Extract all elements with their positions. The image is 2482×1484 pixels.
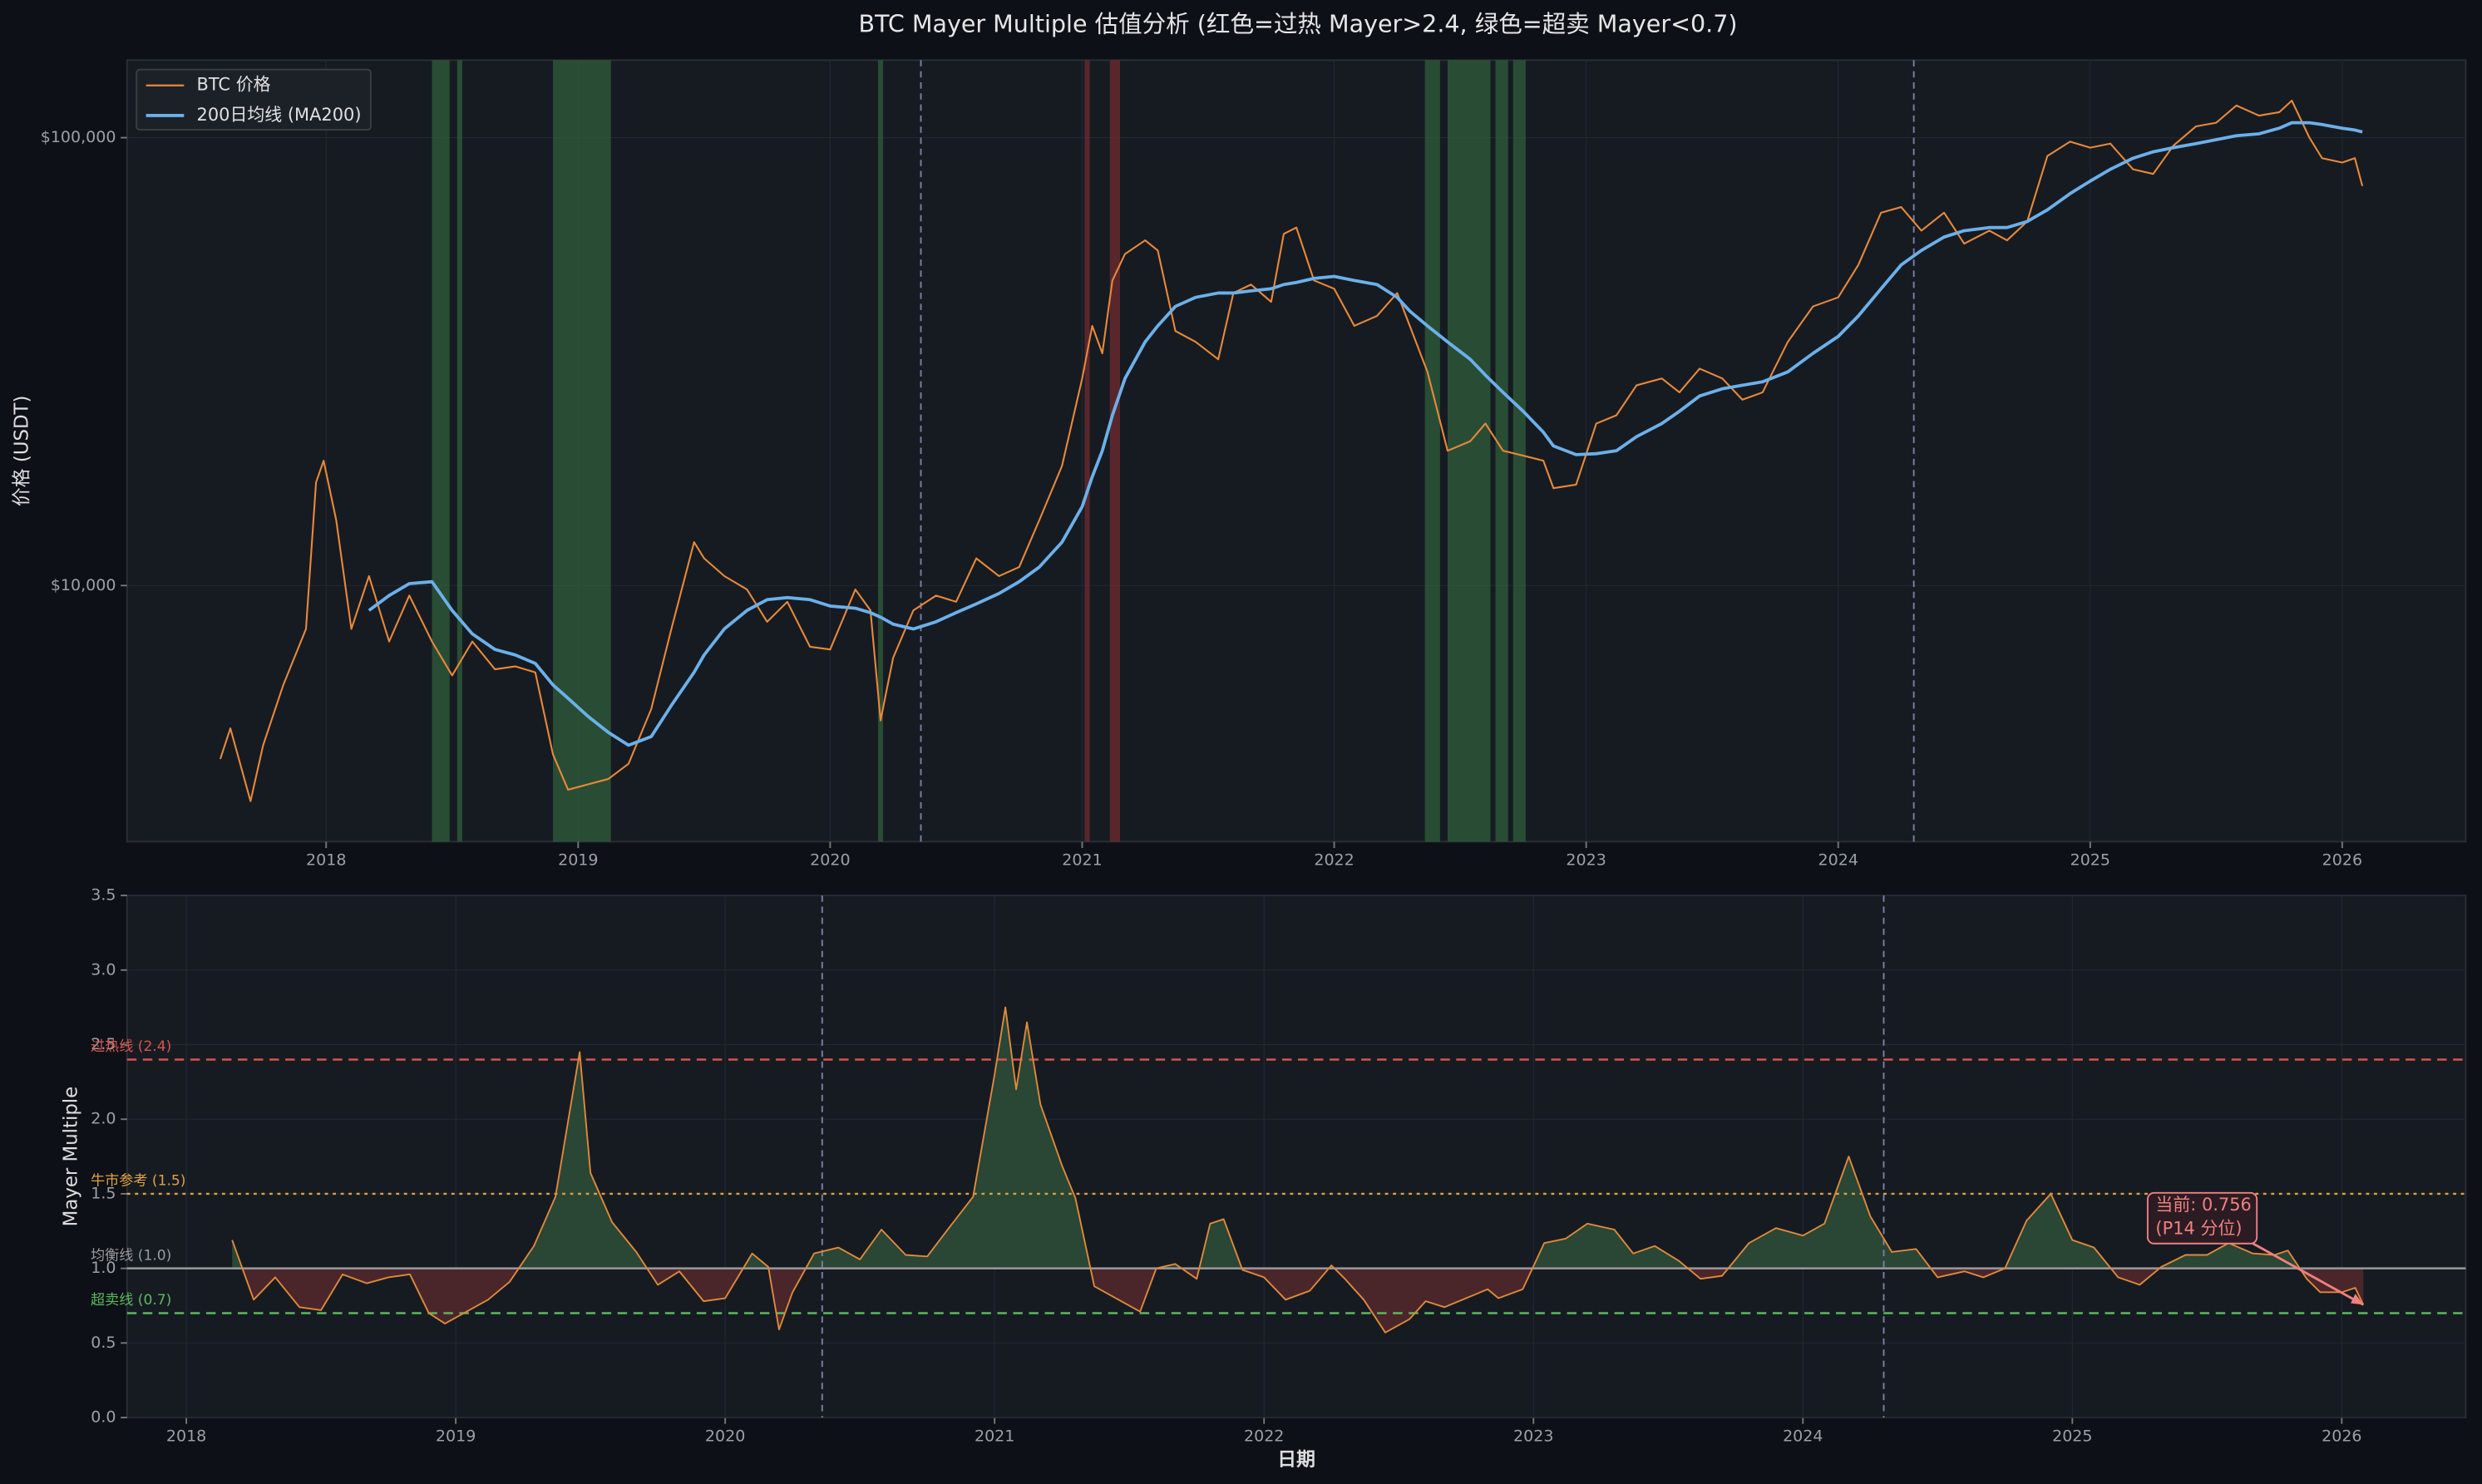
x-tick-label: 2026 bbox=[2322, 1427, 2361, 1445]
highlight-span bbox=[1495, 60, 1508, 842]
highlight-span bbox=[1424, 60, 1440, 842]
highlight-span bbox=[877, 60, 884, 842]
highlight-span bbox=[432, 60, 450, 842]
y-axis-label: Mayer Multiple bbox=[61, 1087, 82, 1227]
y-tick-label: 3.0 bbox=[91, 960, 116, 979]
y-axis-label: 价格 (USDT) bbox=[12, 396, 33, 506]
highlight-span bbox=[1512, 60, 1526, 842]
x-tick-label: 2020 bbox=[810, 851, 850, 870]
legend-label: 200日均线 (MA200) bbox=[197, 105, 362, 125]
x-tick-label: 2023 bbox=[1566, 851, 1606, 870]
x-tick-label: 2022 bbox=[1244, 1427, 1284, 1445]
x-tick-label: 2020 bbox=[705, 1427, 745, 1445]
reference-label: 均衡线 (1.0) bbox=[91, 1247, 171, 1264]
mayer-line bbox=[231, 1006, 2365, 1334]
y-tick-label: 2.5 bbox=[91, 1035, 116, 1053]
x-tick-label: 2025 bbox=[2052, 1427, 2092, 1445]
y-tick-label: $10,000 bbox=[51, 576, 116, 594]
x-tick-label: 2023 bbox=[1513, 1427, 1553, 1445]
x-tick-label: 2021 bbox=[1062, 851, 1102, 870]
x-tick-label: 2024 bbox=[1783, 1427, 1823, 1445]
y-tick-label: 2.0 bbox=[91, 1110, 116, 1128]
y-tick-label: 3.5 bbox=[91, 886, 116, 905]
x-tick-label: 2019 bbox=[558, 851, 598, 870]
highlight-span bbox=[456, 60, 462, 842]
x-tick-label: 2024 bbox=[1818, 851, 1858, 870]
y-tick-label: $100,000 bbox=[41, 128, 116, 146]
annotation-text: (P14 分位) bbox=[2155, 1219, 2242, 1239]
annotation-text: 当前: 0.756 bbox=[2155, 1195, 2251, 1215]
x-tick-label: 2018 bbox=[306, 851, 346, 870]
highlight-span bbox=[1447, 60, 1491, 842]
plot-area bbox=[126, 895, 2467, 1419]
x-axis-label: 日期 bbox=[1277, 1449, 1315, 1471]
area-below bbox=[242, 1268, 2364, 1333]
legend-box bbox=[136, 68, 372, 131]
x-tick-label: 2018 bbox=[166, 1427, 206, 1445]
x-tick-label: 2022 bbox=[1314, 851, 1354, 870]
x-tick-label: 2019 bbox=[436, 1427, 476, 1445]
reference-label: 超卖线 (0.7) bbox=[91, 1292, 171, 1309]
reference-label: 过热线 (2.4) bbox=[91, 1038, 171, 1055]
y-tick-label: 1.0 bbox=[91, 1259, 116, 1277]
y-tick-label: 0.5 bbox=[91, 1334, 116, 1352]
x-tick-label: 2025 bbox=[2070, 851, 2110, 870]
highlight-span bbox=[1109, 60, 1120, 842]
annotation-box bbox=[2146, 1191, 2258, 1245]
chart-title: BTC Mayer Multiple 估值分析 (红色=过热 Mayer>2.4… bbox=[859, 10, 1738, 37]
y-tick-label: 0.0 bbox=[91, 1408, 116, 1427]
annotation-arrow bbox=[2247, 1239, 2364, 1306]
highlight-span bbox=[553, 60, 611, 842]
x-tick-label: 2021 bbox=[975, 1427, 1014, 1445]
legend-label: BTC 价格 bbox=[197, 75, 271, 95]
series-line bbox=[368, 121, 2363, 747]
highlight-span bbox=[1084, 60, 1090, 842]
x-tick-label: 2026 bbox=[2322, 851, 2362, 870]
series-line bbox=[219, 99, 2364, 802]
y-tick-label: 1.5 bbox=[91, 1184, 116, 1202]
reference-label: 牛市参考 (1.5) bbox=[91, 1173, 185, 1190]
plot-area bbox=[126, 59, 2467, 843]
annotation-arrowhead bbox=[2351, 1294, 2364, 1305]
